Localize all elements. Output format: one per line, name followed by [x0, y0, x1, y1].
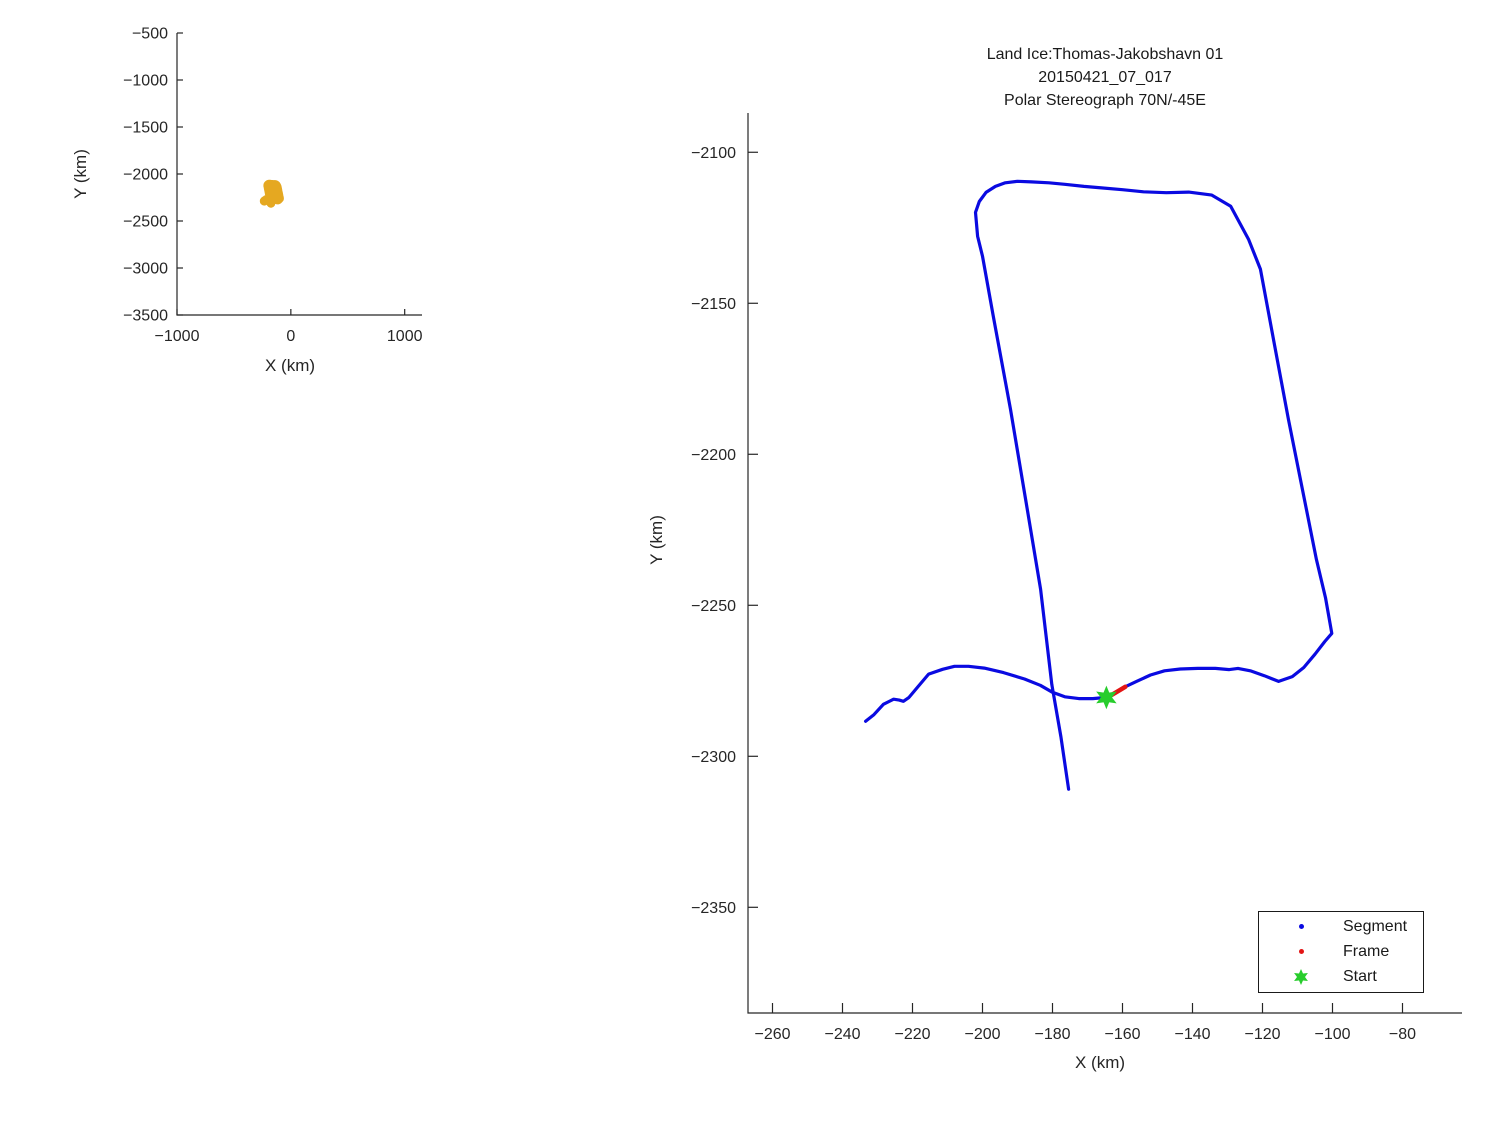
inset-x-tick-label: 1000 — [387, 328, 423, 345]
inset-y-axis-label: Y (km) — [71, 149, 90, 199]
legend-item-start: Start — [1259, 965, 1423, 990]
legend-label-segment: Segment — [1343, 917, 1408, 935]
inset-y-tick-label: −1500 — [123, 120, 168, 137]
legend-item-segment: Segment — [1259, 914, 1423, 939]
main-x-tick-label: −260 — [754, 1026, 790, 1043]
segment-track — [864, 179, 1334, 791]
main-axes-spines — [747, 113, 1462, 1014]
main-x-tick-label: −200 — [964, 1026, 1000, 1043]
inset-y-tick-label: −2000 — [123, 167, 168, 184]
inset-y-tick-label: −2500 — [123, 214, 168, 231]
main-x-tick-label: −180 — [1034, 1026, 1070, 1043]
main-x-tick-label: −120 — [1244, 1026, 1280, 1043]
main-x-tick-label: −220 — [894, 1026, 930, 1043]
inset-x-tick-label: −1000 — [155, 328, 200, 345]
main-x-axis-label: X (km) — [1074, 1053, 1126, 1072]
main-y-tick-label: −2200 — [691, 447, 736, 464]
main-y-axis-label: Y (km) — [647, 515, 666, 565]
start-marker — [1096, 685, 1117, 710]
frame-dot-icon — [1259, 949, 1343, 955]
main-x-tick-label: −100 — [1314, 1026, 1350, 1043]
inset-x-tick-label: 0 — [286, 328, 295, 345]
main-y-tick-label: −2300 — [691, 749, 736, 766]
start-hexagram-icon — [1259, 968, 1343, 986]
main-x-tick-label: −80 — [1389, 1026, 1416, 1043]
inset-y-tick-label: −3000 — [123, 261, 168, 278]
overview-flight-track — [259, 179, 284, 208]
main-plot-title: Land Ice:Thomas-Jakobshavn 01 20150421_0… — [748, 43, 1462, 112]
main-y-tick-label: −2350 — [691, 900, 736, 917]
main-x-tick-label: −140 — [1174, 1026, 1210, 1043]
title-line-2: 20150421_07_017 — [1038, 69, 1172, 86]
main-y-tick-label: −2150 — [691, 296, 736, 313]
legend-label-frame: Frame — [1343, 942, 1390, 960]
inset-y-tick-label: −3500 — [123, 308, 168, 325]
legend-item-frame: Frame — [1259, 939, 1423, 964]
main-x-tick-label: −240 — [824, 1026, 860, 1043]
main-x-tick-label: −160 — [1104, 1026, 1140, 1043]
inset-axes-spines — [176, 33, 422, 316]
main-y-tick-label: −2250 — [691, 598, 736, 615]
inset-y-tick-label: −1000 — [123, 73, 168, 90]
inset-x-axis-label: X (km) — [264, 356, 316, 375]
segment-dot-icon — [1259, 924, 1343, 930]
title-line-1: Land Ice:Thomas-Jakobshavn 01 — [986, 46, 1224, 63]
title-line-3: Polar Stereograph 70N/-45E — [1004, 92, 1206, 109]
inset-y-tick-label: −500 — [132, 26, 168, 43]
legend-label-start: Start — [1343, 968, 1377, 986]
legend: Segment Frame Start — [1258, 911, 1424, 993]
main-y-tick-label: −2100 — [691, 145, 736, 162]
